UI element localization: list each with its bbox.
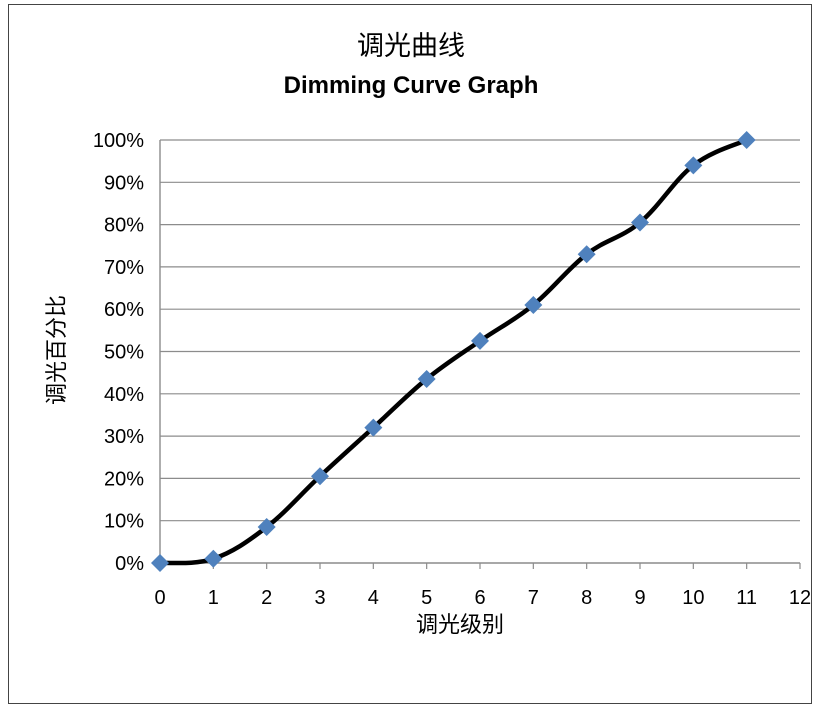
x-tick-label: 2 — [261, 587, 272, 609]
chart-title: 调光曲线 — [357, 31, 465, 62]
x-tick-label: 8 — [581, 587, 592, 609]
y-tick-label: 90% — [104, 172, 144, 194]
data-point-marker — [684, 156, 703, 175]
x-tick-label: 3 — [314, 587, 325, 609]
data-point-marker — [417, 369, 436, 388]
data-point-marker — [151, 554, 169, 572]
x-tick-label: 10 — [682, 587, 704, 609]
y-tick-label: 10% — [104, 511, 144, 533]
data-point-marker — [311, 467, 329, 486]
y-tick-label: 70% — [104, 257, 144, 279]
data-point-marker — [471, 331, 489, 350]
data-point-marker — [577, 245, 596, 264]
x-tick-label: 11 — [736, 587, 757, 609]
chart-subtitle: Dimming Curve Graph — [283, 72, 539, 99]
grid-lines — [160, 139, 800, 522]
x-tick-labels: 0 1 2 3 4 5 6 7 8 9 10 11 12 — [154, 587, 811, 609]
y-tick-label: 80% — [104, 215, 144, 237]
data-point-marker — [524, 295, 543, 314]
y-tick-label: 20% — [104, 468, 144, 490]
y-tick-labels: 0% 10% 20% 30% 40% 50% 60% 70% 80% 90% 100% — [93, 130, 144, 575]
y-tick-label: 0% — [115, 553, 144, 575]
x-tick-label: 5 — [421, 587, 432, 609]
data-point-marker — [631, 213, 649, 232]
y-tick-label: 100% — [93, 130, 144, 152]
y-tick-label: 40% — [104, 384, 144, 406]
chart-frame — [8, 4, 812, 704]
x-tick-label: 4 — [368, 587, 379, 609]
axes — [159, 140, 801, 569]
y-tick-label: 50% — [104, 342, 144, 364]
series-markers — [151, 131, 756, 572]
y-tick-label: 30% — [104, 426, 144, 448]
x-tick-label: 0 — [154, 587, 165, 609]
x-axis-label: 调光级别 — [416, 613, 504, 638]
data-point-marker — [257, 518, 276, 537]
data-point-marker — [737, 131, 756, 149]
data-point-marker — [364, 418, 383, 437]
x-tick-label: 6 — [474, 587, 485, 609]
x-tick-label: 12 — [789, 587, 811, 609]
data-point-marker — [204, 549, 223, 568]
x-tick-label: 7 — [528, 587, 539, 609]
y-axis-label: 调光百分比 — [45, 295, 70, 405]
y-tick-label: 60% — [104, 299, 144, 321]
x-tick-label: 9 — [634, 587, 645, 609]
x-tick-label: 1 — [208, 587, 219, 609]
